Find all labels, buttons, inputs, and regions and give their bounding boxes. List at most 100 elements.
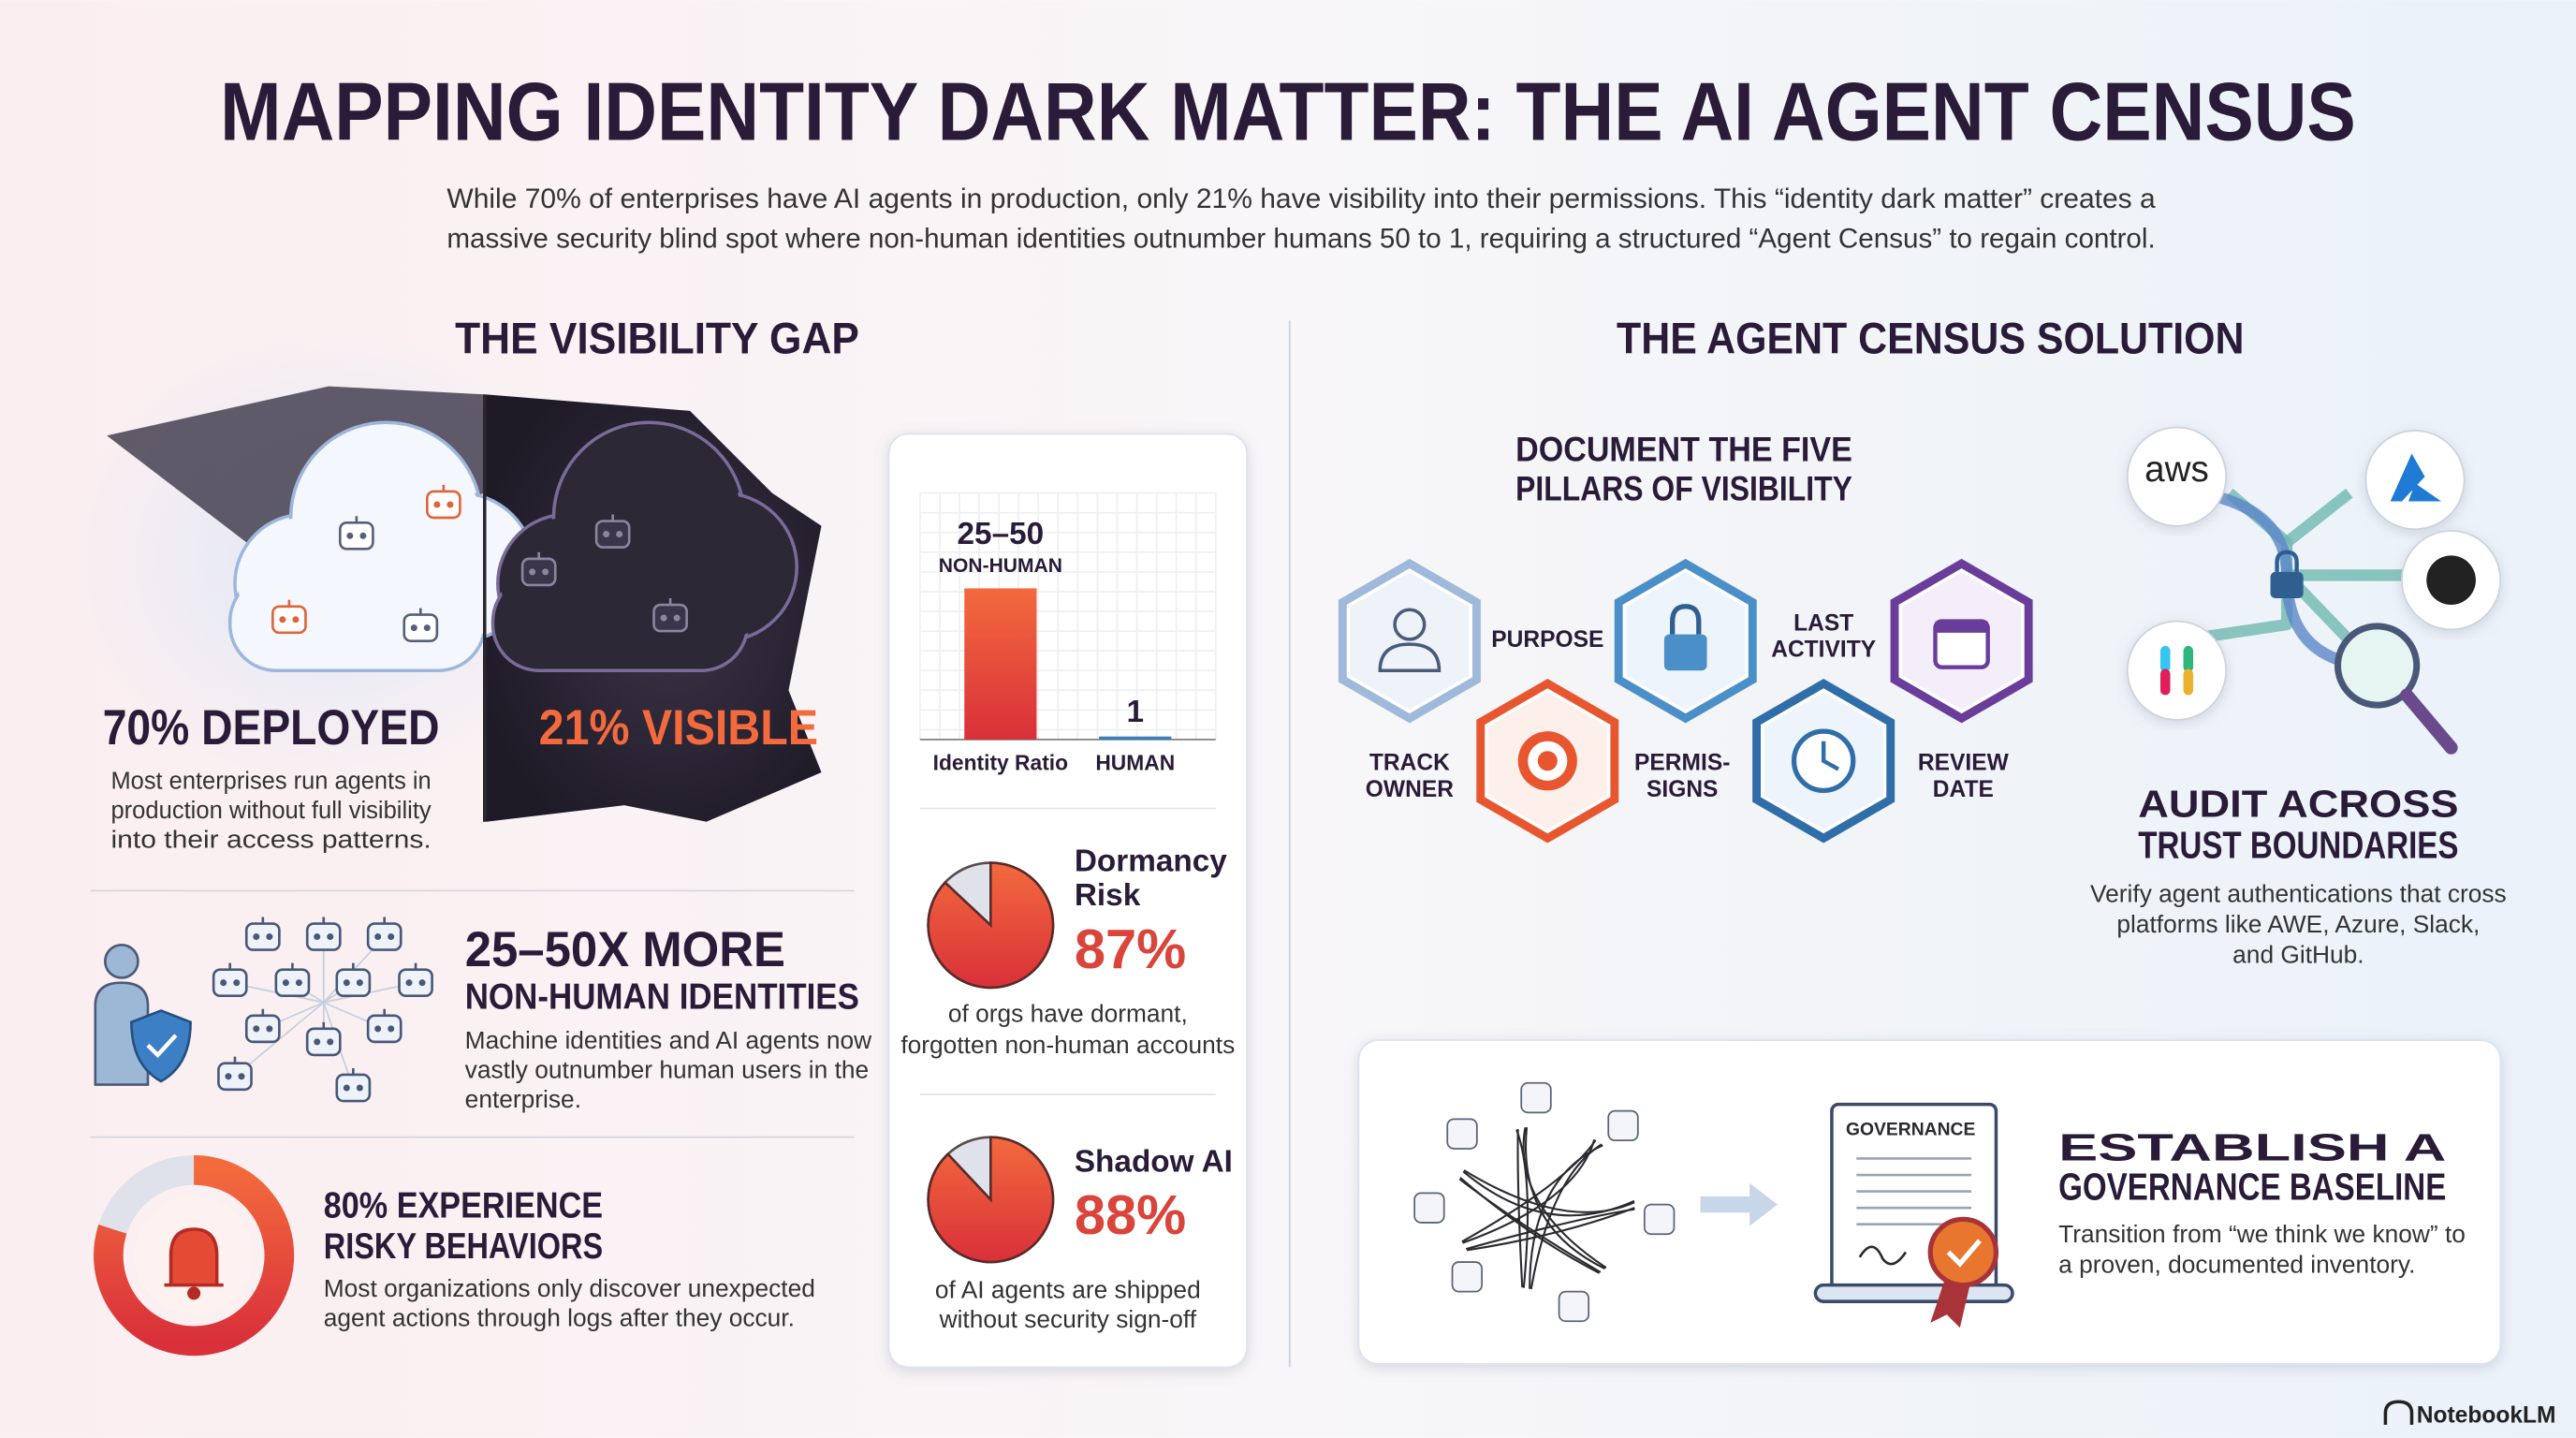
robot-eye [616, 531, 623, 538]
robot-eye [405, 979, 413, 987]
title: MAPPING IDENTITY DARK MATTER: THE AI AGE… [220, 66, 2356, 158]
text: of AI agents are shipped [935, 1276, 1201, 1304]
robot-eye [327, 933, 334, 941]
check [146, 1034, 178, 1059]
stat-value: 87% [1075, 917, 1186, 980]
icon [1935, 621, 1988, 633]
text: Transition from “we think we know” to [2058, 1220, 2466, 1248]
slack-logo [2159, 645, 2171, 672]
bar [1099, 736, 1172, 740]
person-head [104, 944, 139, 979]
robot-eye [359, 532, 367, 539]
node-icon [1607, 1109, 1639, 1142]
tangle [1461, 1139, 1597, 1243]
tangle [1515, 1129, 1530, 1288]
text: Most organizations only discover unexpec… [324, 1274, 815, 1302]
robot-eye [446, 501, 454, 508]
brand-logo [2383, 1400, 2414, 1425]
robot-eye [346, 532, 354, 539]
icon [1670, 604, 1702, 635]
robot-icon [520, 557, 557, 587]
robot-eye [266, 1025, 273, 1033]
pillar-label: OWNER [1366, 777, 1454, 802]
bell-clapper [187, 1286, 201, 1300]
robot-eye [388, 933, 395, 941]
robot-eye [238, 1073, 245, 1080]
robot-eye [233, 979, 241, 987]
slack-logo [2183, 645, 2194, 672]
pillar-label: PURPOSE [1491, 627, 1603, 653]
block-title: TRUST BOUNDARIES [2138, 823, 2458, 866]
brand: NotebookLM [2417, 1403, 2556, 1429]
stat-value: 88% [1075, 1183, 1186, 1246]
text: Most enterprises run agents in [110, 767, 431, 795]
robot-eye [327, 1038, 334, 1046]
category-label: Identity Ratio [933, 750, 1068, 774]
robot-icon [244, 1014, 281, 1044]
donut-arc [94, 1154, 295, 1357]
robot-eye [660, 614, 667, 622]
robot-icon [212, 968, 248, 998]
robot-icon [594, 520, 631, 549]
node-icon [1413, 1192, 1445, 1224]
pillar-label: ACTIVITY [1771, 638, 1876, 663]
text: and GitHub. [2232, 941, 2364, 969]
bar-sublabel: NON-HUMAN [939, 555, 1062, 577]
robot-eye [314, 933, 321, 941]
robot-icon [271, 605, 307, 635]
azure-logo [2390, 453, 2442, 502]
bell [164, 1227, 224, 1287]
robot-eye [418, 979, 426, 987]
tangle [1522, 1127, 1607, 1269]
robot-eye [410, 624, 417, 632]
text: of orgs have dormant, [948, 1000, 1188, 1028]
text: agent actions through logs after they oc… [324, 1303, 795, 1331]
signature [1858, 1245, 1908, 1266]
text: vastly outnumber human users in the [465, 1055, 869, 1083]
stat-label: RISKY BEHAVIORS [324, 1226, 603, 1267]
pillar-label: DATE [1933, 777, 1994, 802]
robot-eye [295, 979, 302, 987]
text: a proven, documented inventory. [2058, 1250, 2415, 1278]
robot-eye [388, 1025, 395, 1033]
node-icon [1558, 1290, 1590, 1323]
tangle [1463, 1169, 1635, 1213]
pillar-label: LAST [1793, 611, 1853, 637]
robot-icon [305, 1027, 342, 1057]
robot-eye [343, 979, 350, 987]
lock [2270, 571, 2304, 598]
robot-icon [274, 968, 311, 998]
robot-icon [402, 613, 439, 642]
tangle [1529, 1144, 1603, 1289]
text: platforms like AWE, Azure, Slack, [2116, 910, 2480, 938]
platform-badge [2126, 620, 2228, 721]
stat-sublabel: NON-HUMAN IDENTITIES [465, 976, 859, 1017]
section-heading: THE VISIBILITY GAP [455, 315, 859, 364]
platform-badge [2126, 426, 2228, 527]
platform-logo: aws [2144, 449, 2209, 490]
robot-eye [374, 1025, 382, 1033]
robot-icon [338, 521, 374, 550]
node-icon [1520, 1081, 1552, 1114]
robot-eye [542, 568, 549, 576]
robot-icon [652, 603, 688, 633]
stat-title: Risk [1075, 878, 1141, 913]
robot-eye [253, 933, 260, 941]
stat-title: Dormancy [1075, 844, 1227, 878]
tangle [1459, 1177, 1601, 1274]
bar [964, 588, 1037, 740]
icon [1537, 751, 1558, 771]
icon [1663, 634, 1707, 671]
node-icon [1451, 1261, 1483, 1293]
robot-eye [603, 531, 610, 538]
seal-check [1946, 1239, 1982, 1268]
slack-logo [2183, 668, 2194, 696]
slack-logo [2159, 668, 2171, 696]
pillar-label: SIGNS [1647, 777, 1718, 802]
block-title: AUDIT ACROSS [2138, 783, 2458, 826]
robot-icon [305, 922, 342, 951]
section-heading: THE AGENT CENSUS SOLUTION [1617, 315, 2244, 364]
robot-eye [374, 933, 382, 941]
pie-slice [927, 861, 1055, 990]
robot-icon [244, 922, 281, 951]
